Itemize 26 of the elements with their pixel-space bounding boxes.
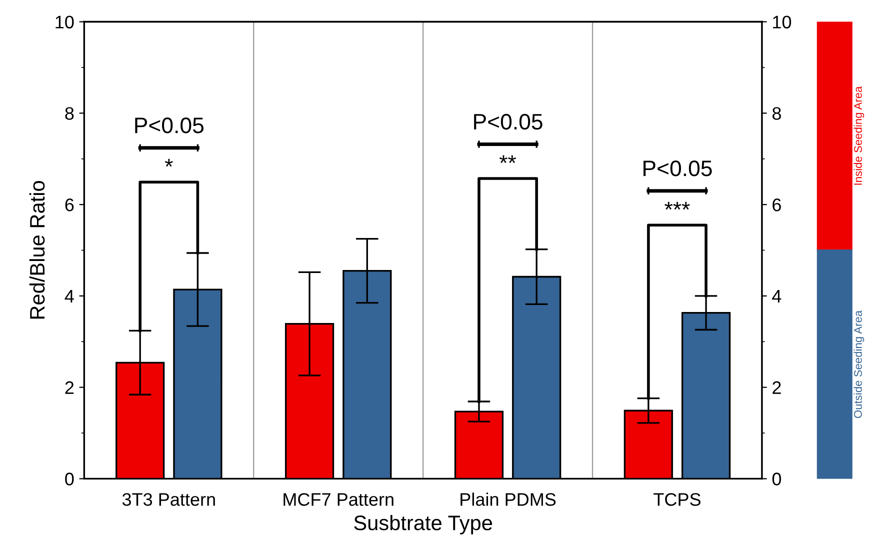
y-tick-label: 2 xyxy=(65,381,74,394)
y-axis-title: Red/Blue Ratio xyxy=(29,181,45,319)
y2-tick-label: 0 xyxy=(772,472,782,486)
annotation: * xyxy=(164,158,173,167)
y-tick-label: 4 xyxy=(64,290,74,302)
y2-tick-label: 8 xyxy=(772,107,781,120)
text: Outside Seeding Area xyxy=(854,310,864,418)
annotation: ** xyxy=(499,155,516,164)
x-tick-label: Plain PDMS xyxy=(460,492,556,506)
y2-tick-label: 2 xyxy=(772,381,781,394)
annotation: P<0.05 xyxy=(474,114,542,130)
y2-tick-label: 6 xyxy=(772,198,781,212)
y-tick-label: 6 xyxy=(65,198,74,212)
y-tick-label: 0 xyxy=(65,472,74,486)
annotation: P<0.05 xyxy=(135,118,204,134)
y2-tick-label: 4 xyxy=(772,290,782,302)
x-tick-label: MCF7 Pattern xyxy=(284,493,394,506)
y2-tick-label: 10 xyxy=(773,16,792,28)
x-tick-label: TCPS xyxy=(654,493,700,506)
y-tick-label: 10 xyxy=(56,16,74,28)
text: Inside Seeding Area xyxy=(854,86,864,185)
x-tick-label: 3T3 Pattern xyxy=(122,493,215,506)
x-axis-title: Susbtrate Type xyxy=(354,514,492,534)
annotation: *** xyxy=(664,202,690,210)
annotation: P<0.05 xyxy=(644,160,712,176)
y-tick-label: 8 xyxy=(65,107,74,120)
